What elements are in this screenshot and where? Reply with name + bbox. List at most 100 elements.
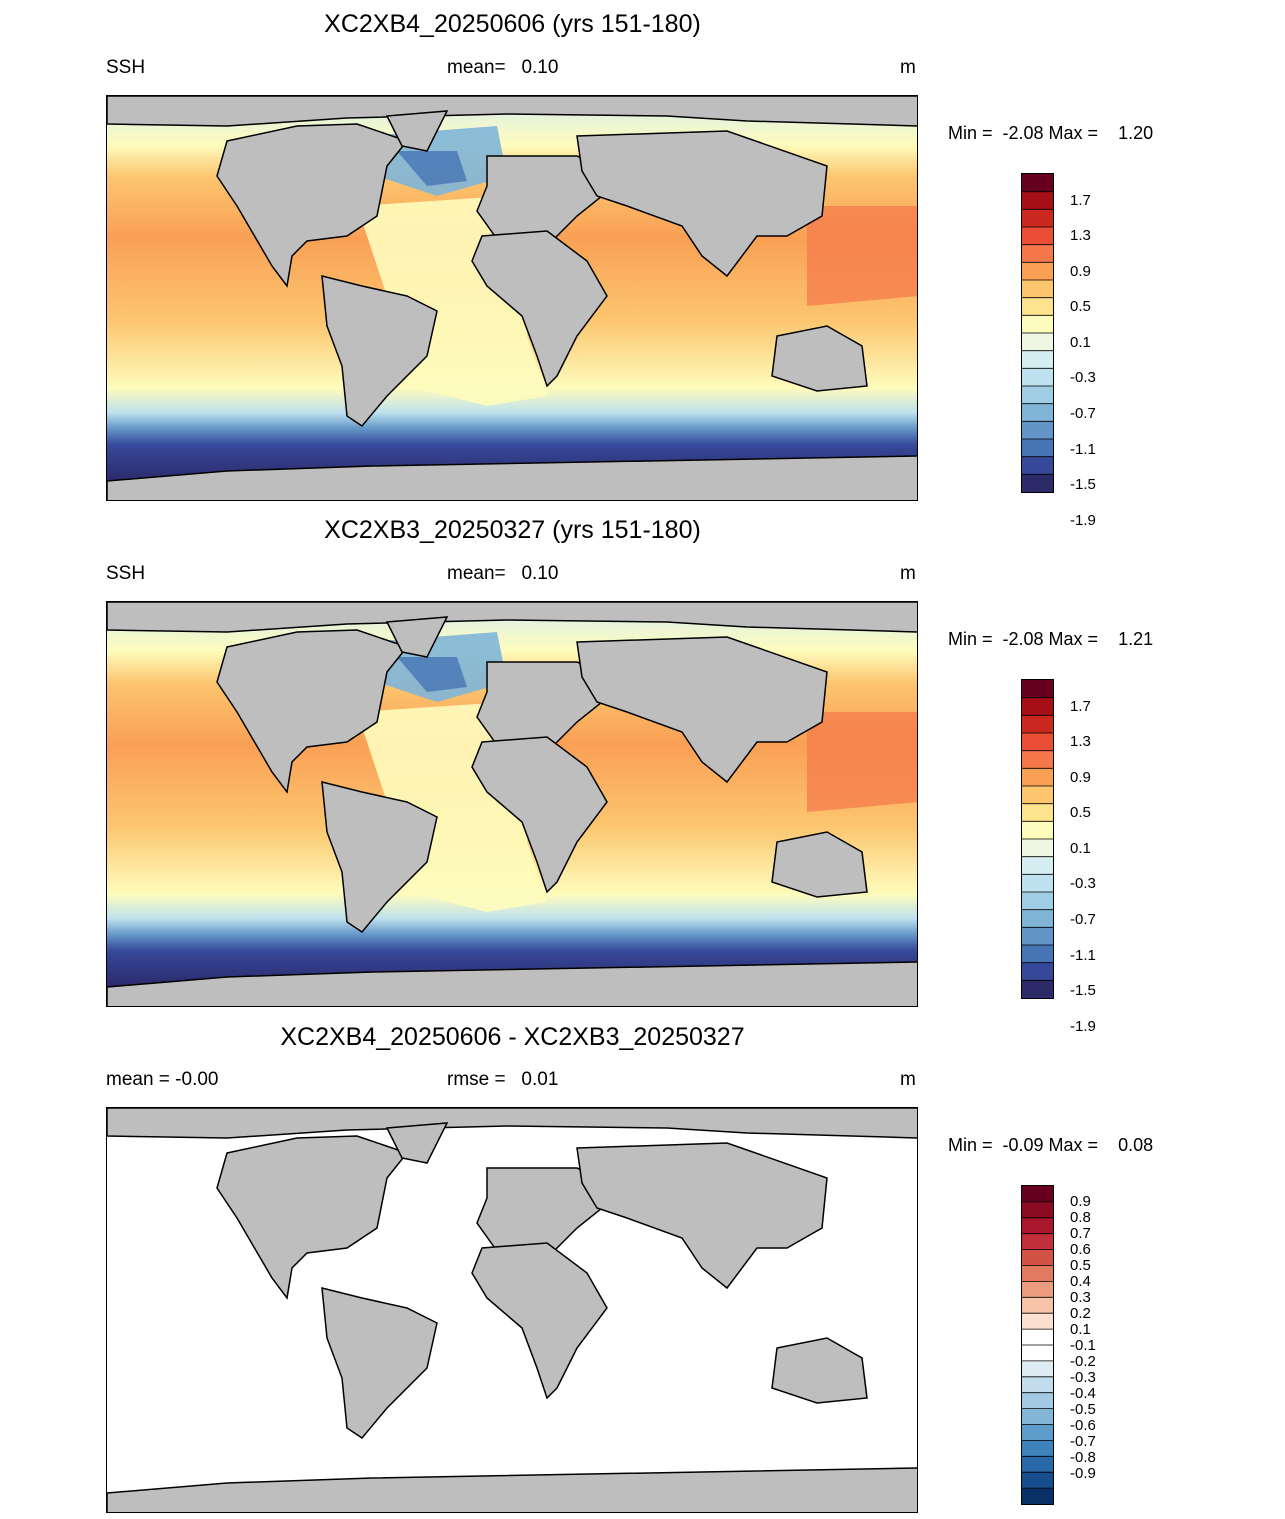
colorbar-swatch bbox=[1022, 680, 1053, 699]
colorbar-swatch bbox=[1022, 1233, 1053, 1251]
colorbar-tick-label: -1.5 bbox=[1070, 982, 1096, 1000]
min-max-label: Min = -2.08 Max = 1.20 bbox=[948, 123, 1154, 143]
colorbar-tick-label: -0.3 bbox=[1070, 875, 1096, 893]
colorbar-swatch bbox=[1022, 1392, 1053, 1410]
colorbar-tick-label: 0.4 bbox=[1070, 1273, 1091, 1290]
colorbar-swatch bbox=[1022, 280, 1053, 299]
colorbar-swatch bbox=[1022, 768, 1053, 787]
colorbar-tick-label: -0.2 bbox=[1070, 1353, 1096, 1370]
panel-title: XC2XB4_20250606 (yrs 151-180) bbox=[324, 10, 701, 38]
colorbar-swatch bbox=[1022, 1281, 1053, 1298]
colorbar-swatch bbox=[1022, 697, 1053, 716]
colorbar-tick-label: -0.5 bbox=[1070, 1401, 1096, 1418]
min-max-label: Min = -0.09 Max = 0.08 bbox=[948, 1135, 1154, 1155]
colorbar-swatch bbox=[1022, 386, 1053, 405]
units-label: m bbox=[900, 57, 916, 78]
difference-map bbox=[106, 1107, 918, 1513]
colorbar-tick-label: 0.1 bbox=[1070, 839, 1091, 857]
colorbar-swatch bbox=[1022, 333, 1053, 352]
mean-label: mean= 0.10 bbox=[447, 563, 559, 584]
colorbar-tick-label: -0.8 bbox=[1070, 1449, 1096, 1466]
colorbar-swatch bbox=[1022, 786, 1053, 805]
colorbar-tick-label: -1.1 bbox=[1070, 946, 1096, 964]
colorbar-tick-label: -0.7 bbox=[1070, 405, 1096, 422]
colorbar-swatch bbox=[1022, 1408, 1053, 1425]
colorbar-swatch bbox=[1022, 1345, 1053, 1362]
rmse-label: rmse = 0.01 bbox=[447, 1069, 559, 1090]
colorbar-swatch bbox=[1022, 715, 1053, 734]
colorbar bbox=[1021, 1185, 1054, 1505]
panel-title: XC2XB4_20250606 - XC2XB3_20250327 bbox=[280, 1023, 745, 1051]
min-max-label: Min = -2.08 Max = 1.21 bbox=[948, 629, 1154, 649]
colorbar-tick-label: -1.9 bbox=[1070, 511, 1096, 529]
colorbar-tick-label: 1.7 bbox=[1070, 191, 1091, 209]
colorbar-swatch bbox=[1022, 1265, 1053, 1282]
colorbar-swatch bbox=[1022, 350, 1053, 369]
colorbar-swatch bbox=[1022, 821, 1053, 840]
colorbar-tick-label: -0.6 bbox=[1070, 1417, 1096, 1434]
mean-label: mean= 0.10 bbox=[447, 57, 559, 78]
mean-label: mean = -0.00 bbox=[106, 1069, 219, 1090]
variable-label: SSH bbox=[106, 57, 146, 78]
colorbar bbox=[1021, 173, 1054, 493]
colorbar-swatch bbox=[1022, 945, 1053, 964]
units-label: m bbox=[900, 563, 916, 584]
colorbar-swatch bbox=[1022, 1424, 1053, 1441]
colorbar-swatch bbox=[1022, 1249, 1053, 1266]
land-masses bbox=[107, 602, 917, 1006]
colorbar-swatch bbox=[1022, 1313, 1053, 1330]
colorbar-tick-label: -0.4 bbox=[1070, 1385, 1096, 1402]
colorbar-tick-label: -0.3 bbox=[1070, 1369, 1096, 1386]
colorbar-swatch bbox=[1022, 1201, 1053, 1219]
land-masses bbox=[107, 96, 917, 500]
colorbar-swatch bbox=[1022, 909, 1053, 928]
colorbar-tick-label: -0.9 bbox=[1070, 1465, 1096, 1482]
colorbar-swatch bbox=[1022, 209, 1053, 228]
colorbar-tick-label: 0.3 bbox=[1070, 1289, 1091, 1306]
variable-label: SSH bbox=[106, 563, 146, 584]
colorbar-swatch bbox=[1022, 1360, 1053, 1378]
colorbar-swatch bbox=[1022, 315, 1053, 334]
colorbar-swatch bbox=[1022, 1186, 1053, 1203]
colorbar-swatch bbox=[1022, 456, 1053, 475]
colorbar-swatch bbox=[1022, 244, 1053, 263]
colorbar-swatch bbox=[1022, 368, 1053, 387]
colorbar-swatch bbox=[1022, 892, 1053, 911]
colorbar-swatch bbox=[1022, 421, 1053, 440]
colorbar-tick-label: 0.5 bbox=[1070, 298, 1091, 316]
colorbar-tick-label: -1.9 bbox=[1070, 1017, 1096, 1035]
colorbar-tick-label: 1.3 bbox=[1070, 227, 1091, 245]
colorbar-tick-label: -0.7 bbox=[1070, 911, 1096, 928]
colorbar-tick-label: 0.8 bbox=[1070, 1209, 1091, 1226]
colorbar-tick-label: -0.3 bbox=[1070, 369, 1096, 387]
colorbar-swatch bbox=[1022, 1217, 1053, 1235]
land-masses bbox=[107, 1108, 917, 1512]
colorbar-tick-label: -1.5 bbox=[1070, 476, 1096, 494]
colorbar-swatch bbox=[1022, 474, 1053, 492]
colorbar-swatch bbox=[1022, 874, 1053, 893]
colorbar-swatch bbox=[1022, 439, 1053, 458]
colorbar-swatch bbox=[1022, 1329, 1053, 1346]
colorbar-swatch bbox=[1022, 733, 1053, 752]
colorbar-swatch bbox=[1022, 262, 1053, 281]
colorbar-swatch bbox=[1022, 803, 1053, 822]
colorbar-tick-label: 0.2 bbox=[1070, 1305, 1091, 1322]
colorbar-swatch bbox=[1022, 839, 1053, 858]
colorbar-swatch bbox=[1022, 980, 1053, 998]
colorbar-swatch bbox=[1022, 1440, 1053, 1457]
colorbar-swatch bbox=[1022, 297, 1053, 316]
colorbar-swatch bbox=[1022, 191, 1053, 210]
colorbar-swatch bbox=[1022, 227, 1053, 246]
colorbar-tick-label: 0.9 bbox=[1070, 262, 1091, 280]
ssh-map bbox=[106, 601, 918, 1007]
colorbar-swatch bbox=[1022, 1456, 1053, 1473]
colorbar-swatch bbox=[1022, 1472, 1053, 1489]
colorbar-swatch bbox=[1022, 927, 1053, 946]
colorbar-tick-label: 1.7 bbox=[1070, 697, 1091, 715]
colorbar-tick-label: 0.1 bbox=[1070, 1321, 1091, 1338]
colorbar-tick-label: 0.9 bbox=[1070, 768, 1091, 786]
colorbar-tick-label: 0.6 bbox=[1070, 1241, 1091, 1258]
colorbar-tick-label: 0.1 bbox=[1070, 333, 1091, 351]
colorbar-swatch bbox=[1022, 750, 1053, 769]
colorbar-tick-label: 0.7 bbox=[1070, 1225, 1091, 1242]
